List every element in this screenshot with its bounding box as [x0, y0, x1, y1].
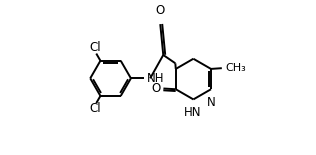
- Text: O: O: [156, 4, 165, 17]
- Text: NH: NH: [146, 72, 164, 85]
- Text: CH₃: CH₃: [225, 63, 246, 73]
- Text: N: N: [207, 96, 216, 108]
- Text: O: O: [151, 82, 161, 95]
- Text: Cl: Cl: [89, 41, 101, 54]
- Text: HN: HN: [184, 106, 201, 119]
- Text: Cl: Cl: [89, 102, 101, 115]
